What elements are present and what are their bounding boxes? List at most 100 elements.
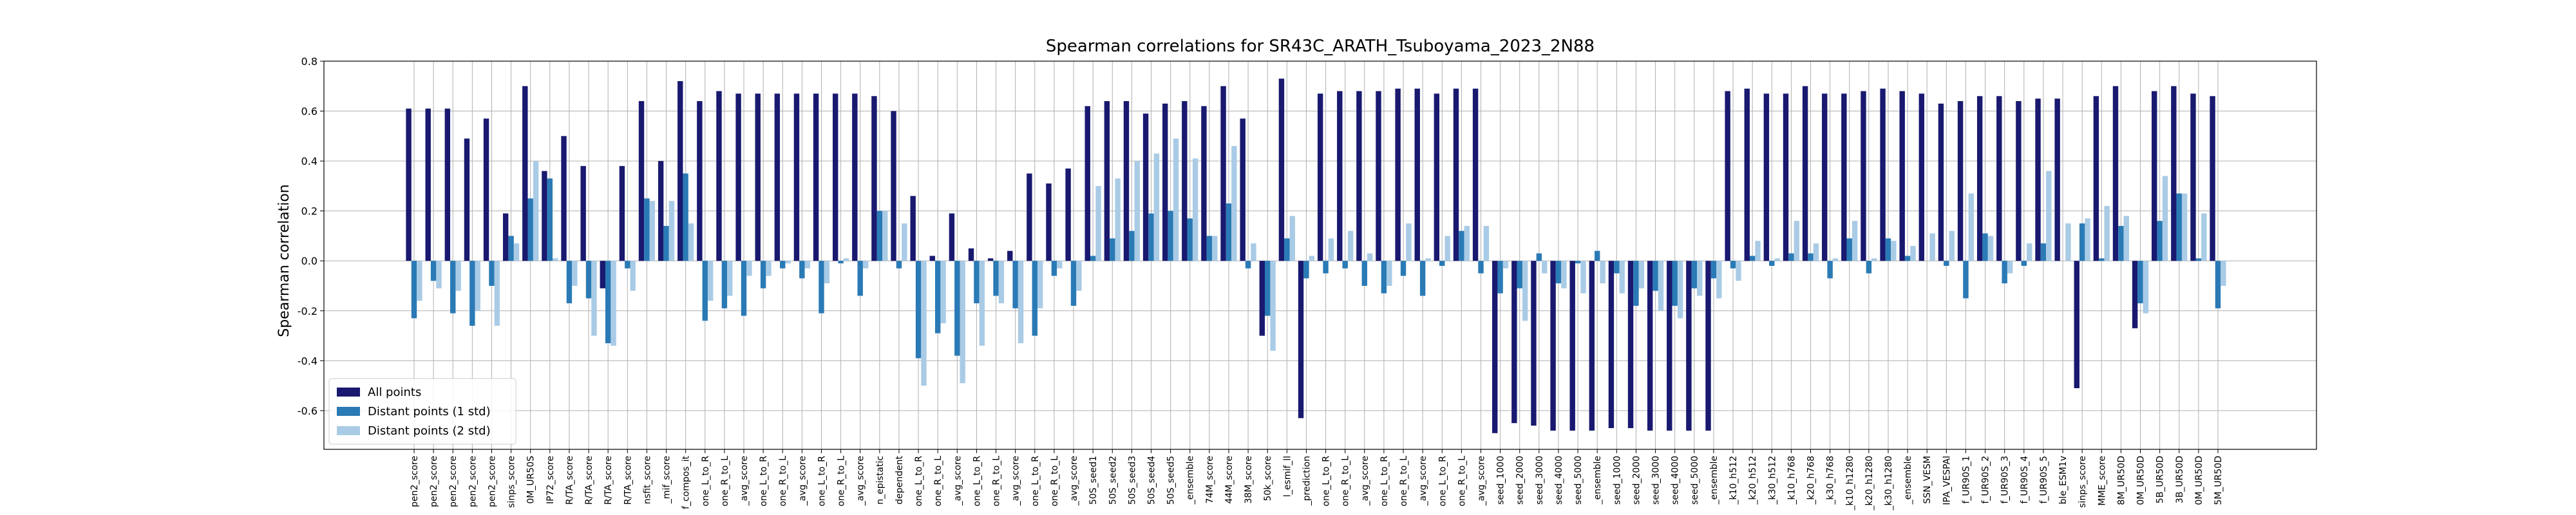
bar	[1813, 243, 1819, 261]
bar	[697, 101, 703, 261]
bar	[1337, 91, 1343, 261]
bar	[1691, 261, 1698, 288]
x-tick-label: one_L_to_R	[1030, 456, 1041, 507]
bar	[1536, 253, 1542, 261]
bar	[1686, 261, 1692, 431]
bar	[1627, 261, 1634, 429]
bar	[542, 171, 547, 261]
bar	[2132, 261, 2138, 328]
bar	[1129, 230, 1135, 261]
bar	[1852, 221, 1858, 261]
bar	[1492, 261, 1498, 433]
bar	[649, 201, 656, 261]
bar	[1057, 261, 1063, 268]
bar	[1162, 103, 1168, 261]
x-tick-label: _avg_score	[1069, 456, 1079, 506]
x-tick-label: 3B_UR50D	[2175, 456, 2185, 503]
x-tick-label: _k10_h768	[1786, 456, 1797, 505]
bar	[1342, 261, 1348, 268]
bar	[1982, 233, 1988, 261]
bar	[1600, 261, 1605, 284]
bar	[871, 96, 877, 261]
bar	[1095, 185, 1101, 261]
x-tick-label: _ensemble	[1593, 456, 1603, 505]
bar	[1899, 91, 1905, 261]
x-tick-label: _avg_score	[1477, 456, 1487, 506]
bar	[1511, 261, 1517, 424]
bar	[799, 261, 805, 279]
bar	[1976, 96, 1983, 261]
x-tick-label: one_L_to_R	[1379, 456, 1390, 507]
x-tick-label: nsfit_score	[642, 456, 652, 504]
x-tick-label: one_R_to_L	[933, 456, 943, 507]
x-tick-label: seed_4000	[1671, 456, 1681, 505]
x-tick-label: sinps_score	[2078, 456, 2088, 508]
bar	[1012, 261, 1018, 308]
bar	[658, 161, 664, 261]
x-tick-label: pen2_score	[410, 456, 420, 507]
bar	[1638, 261, 1645, 288]
bar	[721, 261, 728, 308]
bar	[1134, 161, 1140, 261]
bar	[1182, 101, 1188, 261]
bar	[1497, 261, 1503, 294]
bar	[1251, 243, 1256, 261]
bar	[619, 165, 625, 261]
x-tick-label: 0M_UR50D	[2194, 456, 2204, 505]
x-tick-label: one_R_to_L	[1050, 456, 1060, 507]
bar	[1987, 236, 1994, 261]
bar	[1076, 261, 1082, 291]
bar	[1749, 256, 1756, 261]
bar	[1206, 236, 1213, 261]
bar	[1472, 88, 1479, 261]
bar	[1589, 261, 1595, 431]
bar	[979, 261, 985, 346]
x-tick-label: R/TA_score	[623, 456, 633, 505]
bar	[1459, 230, 1464, 261]
bar	[1168, 211, 1173, 261]
bar	[1317, 93, 1323, 261]
bar	[1356, 91, 1362, 261]
bar	[1220, 86, 1226, 261]
bar	[1037, 261, 1043, 308]
bar	[1677, 261, 1683, 319]
bar	[489, 261, 495, 286]
bar	[1367, 253, 1373, 261]
bar	[1007, 250, 1013, 261]
bar	[1381, 261, 1387, 294]
bar	[411, 261, 417, 319]
x-tick-label: f_compos_it	[681, 456, 692, 509]
bar	[954, 261, 960, 356]
bar	[1667, 261, 1672, 431]
x-tick-label: 8M_UR50D	[2116, 456, 2126, 505]
x-tick-label: _avg_score	[739, 456, 750, 506]
bar	[987, 258, 994, 261]
bar	[1808, 253, 1814, 261]
bar	[1944, 261, 1949, 266]
bar	[2162, 176, 2168, 261]
x-tick-label: _avg_score	[1418, 456, 1428, 506]
bar	[1406, 223, 1412, 261]
bar	[2104, 205, 2110, 261]
bar	[508, 236, 514, 261]
y-tick-label: -0.4	[298, 355, 317, 367]
bar	[921, 261, 927, 386]
bar	[1949, 230, 1955, 261]
bar	[502, 213, 509, 261]
bar	[2046, 171, 2052, 261]
x-tick-label: one_R_to_L	[1341, 456, 1351, 507]
x-tick-label: ble_ESM1v	[2058, 456, 2069, 504]
x-tick-label: 50S_seed2	[1108, 456, 1118, 505]
bar	[1658, 261, 1664, 311]
bar	[585, 261, 592, 299]
x-tick-label: seed_2000	[1631, 456, 1642, 505]
bar	[1444, 236, 1450, 261]
x-tick-label: 5M_UR50D	[2213, 456, 2224, 505]
bar	[2210, 96, 2215, 261]
bar	[824, 261, 830, 284]
bar	[1938, 103, 1944, 261]
bar	[638, 101, 645, 261]
bar	[1968, 193, 1975, 261]
bar	[891, 111, 896, 261]
